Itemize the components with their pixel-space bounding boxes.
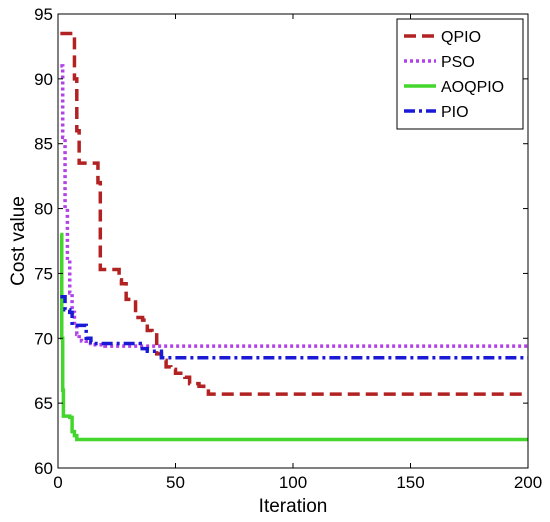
y-tick-label: 70 bbox=[34, 329, 53, 348]
series-line-qpio bbox=[60, 31, 528, 396]
x-tick-label: 200 bbox=[514, 473, 542, 492]
ticks-layer: 0 50 100 150 200 60 65 70 75 80 85 90 95 bbox=[34, 5, 542, 492]
legend: QPIO PSO AOQPIO PIO bbox=[396, 18, 524, 130]
y-tick-label: 80 bbox=[34, 200, 53, 219]
y-tick-label: 60 bbox=[34, 459, 53, 478]
y-tick-label: 65 bbox=[34, 394, 53, 413]
y-tick-label: 95 bbox=[34, 5, 53, 24]
legend-box bbox=[396, 18, 524, 130]
x-tick-label: 100 bbox=[279, 473, 307, 492]
y-axis-label: Cost value bbox=[8, 196, 29, 286]
legend-label-qpio: QPIO bbox=[441, 29, 481, 46]
x-tick-label: 0 bbox=[53, 473, 62, 492]
legend-label-pso: PSO bbox=[441, 54, 475, 71]
x-tick-label: 50 bbox=[166, 473, 185, 492]
legend-label-pio: PIO bbox=[441, 104, 469, 121]
series-line-pio bbox=[60, 295, 528, 360]
x-axis-label: Iteration bbox=[259, 496, 328, 517]
legend-label-aoqpio: AOQPIO bbox=[441, 79, 504, 96]
y-tick-label: 90 bbox=[34, 70, 53, 89]
y-tick-label: 85 bbox=[34, 135, 53, 154]
x-tick-label: 150 bbox=[396, 473, 424, 492]
plot-frame bbox=[57, 13, 529, 469]
y-tick-label: 75 bbox=[34, 264, 53, 283]
